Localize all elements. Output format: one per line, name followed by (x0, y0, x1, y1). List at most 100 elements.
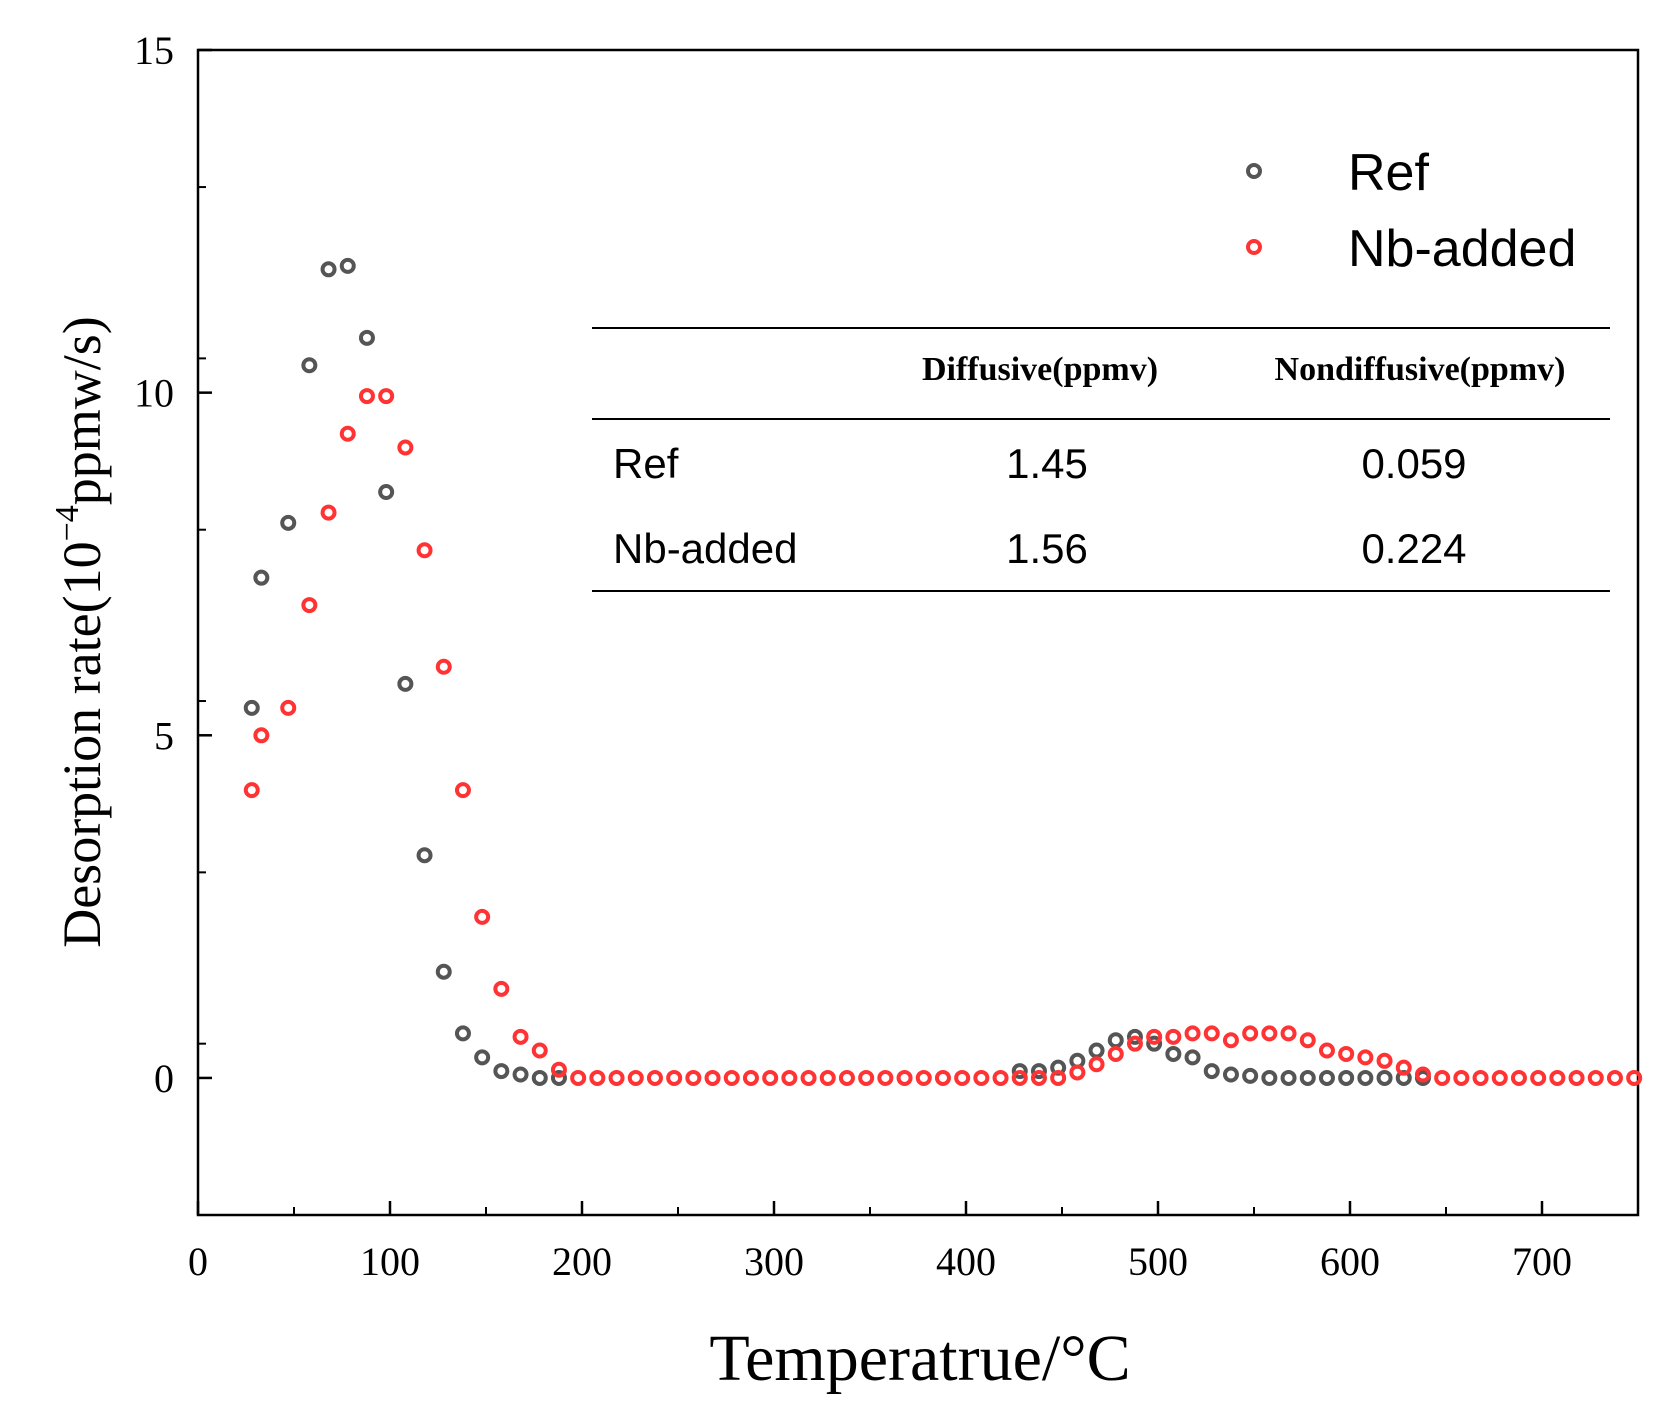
data-point-ref (474, 1049, 491, 1066)
series-ref (243, 257, 1431, 1086)
data-point-ref (320, 261, 337, 278)
data-point-nb-added (954, 1069, 971, 1086)
data-point-nb-added (1184, 1025, 1201, 1042)
data-point-ref (1184, 1049, 1201, 1066)
data-point-nb-added (627, 1069, 644, 1086)
data-point-nb-added (915, 1069, 932, 1086)
series-layer (243, 257, 1643, 1086)
y-axis-title: Desorption rate(10−4ppmw/s) (49, 316, 112, 948)
data-point-nb-added (397, 439, 414, 456)
data-point-nb-added (493, 980, 510, 997)
data-point-ref (1338, 1069, 1355, 1086)
data-point-nb-added (1126, 1035, 1143, 1052)
data-point-nb-added (646, 1069, 663, 1086)
data-point-ref (416, 847, 433, 864)
x-tick-label: 500 (1128, 1239, 1188, 1284)
data-point-ref (531, 1069, 548, 1086)
data-point-nb-added (1107, 1045, 1124, 1062)
data-point-nb-added (723, 1069, 740, 1086)
data-point-nb-added (1530, 1069, 1547, 1086)
data-point-ref (1357, 1069, 1374, 1086)
data-point-nb-added (416, 542, 433, 559)
data-point-nb-added (1395, 1059, 1412, 1076)
data-point-ref (493, 1063, 510, 1080)
data-point-ref (243, 699, 260, 716)
series-nb-added (243, 388, 1643, 1086)
data-point-nb-added (253, 727, 270, 744)
x-tick-label: 700 (1512, 1239, 1572, 1284)
data-point-nb-added (838, 1069, 855, 1086)
inset-row-nb-diffusive: 1.56 (1006, 525, 1088, 572)
data-point-nb-added (1626, 1069, 1643, 1086)
data-point-nb-added (570, 1069, 587, 1086)
data-point-nb-added (1472, 1069, 1489, 1086)
data-point-nb-added (301, 597, 318, 614)
x-axis-title: Temperatrue/°C (709, 1322, 1130, 1395)
data-point-ref (1280, 1069, 1297, 1086)
data-point-nb-added (1434, 1069, 1451, 1086)
data-point-nb-added (877, 1069, 894, 1086)
data-point-nb-added (1050, 1069, 1067, 1086)
data-point-nb-added (1338, 1045, 1355, 1062)
y-tick-label: 15 (134, 28, 174, 73)
data-point-ref (550, 1069, 567, 1086)
data-point-ref (1107, 1032, 1124, 1049)
data-point-nb-added (1606, 1069, 1623, 1086)
y-axis: 0 5 10 15 (134, 28, 212, 1216)
data-point-ref (301, 357, 318, 374)
data-point-ref (1242, 1067, 1259, 1084)
data-point-nb-added (1568, 1069, 1585, 1086)
data-point-nb-added (934, 1069, 951, 1086)
data-point-nb-added (819, 1069, 836, 1086)
y-axis-title-suffix: ppmw/s) (52, 316, 112, 505)
data-point-ref (1165, 1045, 1182, 1062)
x-tick-label: 400 (936, 1239, 996, 1284)
data-point-nb-added (1491, 1069, 1508, 1086)
data-point-nb-added (1011, 1069, 1028, 1086)
data-point-nb-added (1261, 1025, 1278, 1042)
y-tick-label: 0 (154, 1056, 174, 1101)
data-point-nb-added (896, 1069, 913, 1086)
data-point-nb-added (280, 699, 297, 716)
data-point-nb-added (685, 1069, 702, 1086)
data-point-nb-added (1088, 1056, 1105, 1073)
data-point-nb-added (378, 388, 395, 405)
data-point-nb-added (858, 1069, 875, 1086)
data-point-ref (1030, 1063, 1047, 1080)
data-point-nb-added (992, 1069, 1009, 1086)
data-point-nb-added (1510, 1069, 1527, 1086)
data-point-nb-added (589, 1069, 606, 1086)
data-point-nb-added (1165, 1028, 1182, 1045)
data-point-ref (1318, 1069, 1335, 1086)
data-point-nb-added (435, 658, 452, 675)
data-point-nb-added (762, 1069, 779, 1086)
data-point-nb-added (1203, 1025, 1220, 1042)
data-point-nb-added (454, 782, 471, 799)
data-point-ref (253, 569, 270, 586)
data-point-nb-added (320, 504, 337, 521)
data-point-nb-added (704, 1069, 721, 1086)
y-tick-label: 10 (134, 371, 174, 416)
data-point-nb-added (666, 1069, 683, 1086)
data-point-nb-added (1357, 1049, 1374, 1066)
data-point-ref (358, 329, 375, 346)
inset-header-diffusive: Diffusive(ppmv) (922, 351, 1158, 388)
data-point-nb-added (1242, 1025, 1259, 1042)
data-point-ref (280, 514, 297, 531)
y-axis-title-prefix: Desorption rate(10 (52, 541, 112, 947)
data-point-nb-added (243, 782, 260, 799)
x-tick-label: 300 (744, 1239, 804, 1284)
data-point-nb-added (973, 1069, 990, 1086)
data-point-nb-added (474, 908, 491, 925)
data-point-nb-added (1453, 1069, 1470, 1086)
data-point-nb-added (531, 1042, 548, 1059)
data-point-nb-added (1414, 1066, 1431, 1083)
data-point-nb-added (339, 425, 356, 442)
plot-frame (196, 48, 1640, 1217)
data-point-nb-added (1146, 1028, 1163, 1045)
data-point-ref (1299, 1069, 1316, 1086)
legend-label-ref: Ref (1348, 144, 1429, 202)
data-point-ref (1222, 1066, 1239, 1083)
x-tick-label: 0 (188, 1239, 208, 1284)
